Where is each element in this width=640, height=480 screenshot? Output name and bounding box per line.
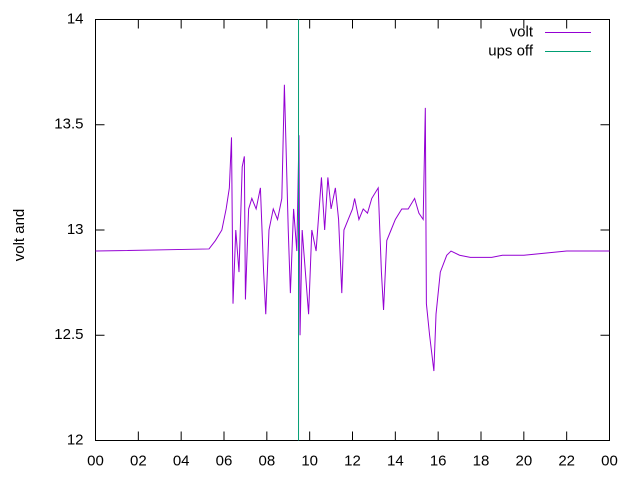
y-tick-label: 14 <box>67 10 84 27</box>
x-tick-label: 08 <box>258 452 275 469</box>
x-tick-label: 18 <box>473 452 490 469</box>
x-tick-label: 16 <box>430 452 447 469</box>
y-tick-label: 13.5 <box>54 116 83 133</box>
y-tick-label: 13 <box>67 221 84 238</box>
x-tick-label: 20 <box>515 452 532 469</box>
x-tick-label: 00 <box>601 452 618 469</box>
legend-label: volt <box>510 23 534 40</box>
x-tick-label: 06 <box>216 452 233 469</box>
y-axis-label: volt and <box>11 209 28 262</box>
x-tick-label: 14 <box>387 452 404 469</box>
x-tick-label: 02 <box>130 452 147 469</box>
y-tick-label: 12.5 <box>54 326 83 343</box>
plot-frame <box>95 19 610 441</box>
x-tick-label: 00 <box>87 452 104 469</box>
x-tick-label: 04 <box>173 452 190 469</box>
legend-label: ups off <box>488 42 534 59</box>
y-tick-label: 12 <box>67 431 84 448</box>
x-tick-label: 10 <box>301 452 318 469</box>
x-tick-label: 22 <box>558 452 575 469</box>
x-tick-label: 12 <box>344 452 361 469</box>
series-line <box>95 84 610 372</box>
